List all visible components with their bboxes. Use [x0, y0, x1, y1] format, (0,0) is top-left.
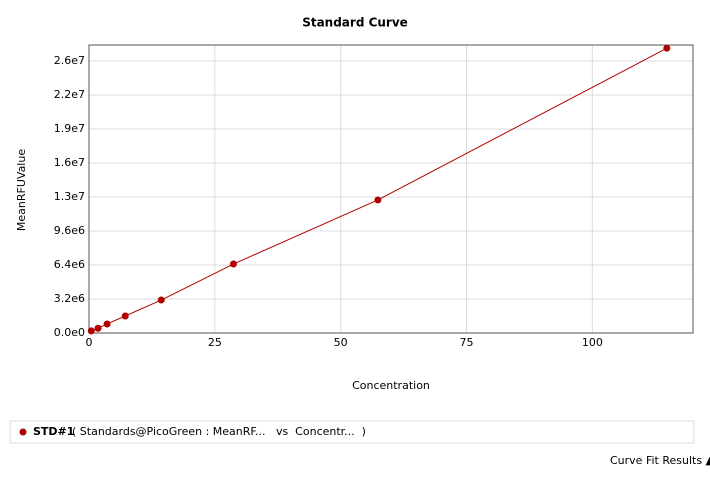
data-point — [157, 296, 165, 304]
y-tick-label: 2.2e7 — [54, 88, 85, 101]
curve-fit-link[interactable]: Curve Fit Results ▲ — [610, 454, 710, 467]
series-line — [91, 47, 668, 332]
y-tick-label: 1.9e7 — [54, 122, 85, 135]
x-tick-label: 0 — [86, 336, 93, 349]
data-point — [229, 260, 237, 268]
data-point — [103, 320, 111, 328]
data-point — [663, 44, 671, 52]
x-tick-label: 75 — [460, 336, 474, 349]
chart-title: Standard Curve — [302, 16, 408, 30]
x-tick-label: 50 — [334, 336, 348, 349]
legend-description: ( Standards@PicoGreen : MeanRF... vs Con… — [72, 425, 366, 438]
y-tick-label: 9.6e6 — [54, 224, 85, 237]
y-axis-label: MeanRFUValue — [15, 149, 28, 231]
y-tick-label: 6.4e6 — [54, 258, 85, 271]
data-point — [374, 196, 382, 204]
y-tick-label: 3.2e6 — [54, 292, 85, 305]
x-axis-label: Concentration — [352, 379, 430, 392]
x-tick-label: 100 — [582, 336, 603, 349]
y-tick-label: 1.3e7 — [54, 190, 85, 203]
y-tick-label: 2.6e7 — [54, 54, 85, 67]
legend-box — [9, 420, 695, 444]
x-tick-label: 25 — [208, 336, 222, 349]
data-point — [94, 324, 102, 332]
y-tick-label: 1.6e7 — [54, 156, 85, 169]
legend-name[interactable]: STD#1 — [33, 425, 74, 438]
data-point — [121, 312, 129, 320]
data-point — [87, 327, 95, 335]
legend-marker — [19, 428, 27, 436]
y-tick-label: 0.0e0 — [54, 326, 85, 339]
plot-border — [88, 44, 694, 334]
